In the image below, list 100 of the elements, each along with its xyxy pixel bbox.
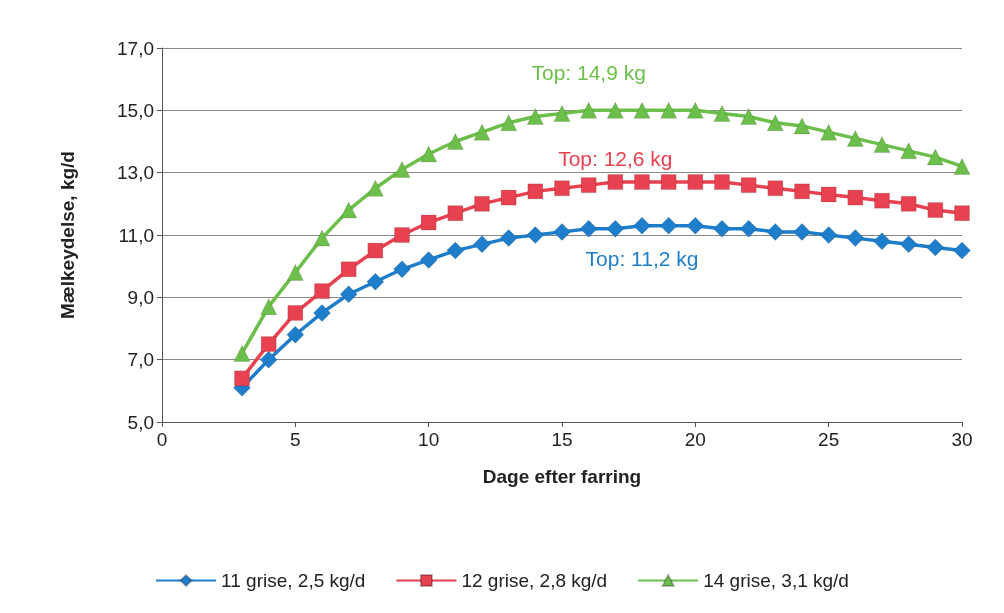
point <box>526 226 545 244</box>
point <box>606 220 625 238</box>
point <box>820 123 837 141</box>
point <box>819 226 838 244</box>
annotation: Top: 12,6 kg <box>558 147 673 171</box>
point <box>473 123 491 141</box>
point <box>473 235 491 254</box>
point <box>900 196 917 212</box>
point <box>953 158 971 175</box>
y-tick-label: 17,0 <box>117 37 154 59</box>
point <box>447 133 464 150</box>
point <box>659 216 678 235</box>
point <box>847 130 864 147</box>
y-tick-label: 5,0 <box>127 411 154 433</box>
point <box>340 261 357 278</box>
y-tick-label: 11,0 <box>118 224 154 246</box>
point <box>767 180 784 196</box>
point <box>767 114 784 132</box>
point <box>873 232 891 250</box>
point <box>367 180 384 197</box>
point <box>820 186 837 203</box>
point <box>500 189 517 206</box>
point <box>633 216 651 235</box>
y-axis-title: Mælkeydelse, kg/d <box>57 151 78 319</box>
point <box>580 177 597 193</box>
legend-label: 11 grise, 2,5 kg/d <box>221 570 366 591</box>
point <box>287 305 304 321</box>
point <box>660 102 677 119</box>
point <box>339 285 358 303</box>
point <box>259 350 278 369</box>
point <box>926 238 945 257</box>
y-tick-label: 7,0 <box>127 349 154 371</box>
point <box>740 108 757 125</box>
x-tick-label: 10 <box>418 429 440 450</box>
point <box>873 136 891 153</box>
point <box>260 298 277 315</box>
point <box>634 174 650 190</box>
annotation: Top: 11,2 kg <box>585 246 699 270</box>
point <box>687 102 704 119</box>
x-axis-title: Dage efter farring <box>482 466 642 487</box>
point <box>953 241 971 260</box>
point <box>766 223 785 241</box>
point <box>607 102 624 119</box>
point <box>846 229 865 247</box>
point <box>553 105 571 122</box>
point <box>419 251 438 269</box>
y-tick-label: 9,0 <box>127 286 154 308</box>
x-tick-label: 25 <box>818 429 840 450</box>
point <box>660 174 677 190</box>
point <box>286 325 305 344</box>
point <box>420 145 437 163</box>
x-tick-label: 30 <box>951 429 973 450</box>
point <box>394 227 410 243</box>
x-tick-label: 20 <box>684 429 706 450</box>
point <box>900 142 917 160</box>
point <box>927 148 944 166</box>
point <box>527 108 544 125</box>
point <box>793 223 811 241</box>
point <box>927 202 944 218</box>
point <box>633 102 651 119</box>
point <box>234 370 250 387</box>
x-tick-label: 0 <box>156 429 168 450</box>
point <box>687 174 704 190</box>
point <box>393 260 411 279</box>
point <box>527 183 544 200</box>
point <box>447 205 464 221</box>
point <box>954 205 970 221</box>
point <box>287 264 304 281</box>
point <box>367 242 384 259</box>
point <box>847 189 864 206</box>
y-tick-label: 15,0 <box>117 99 154 121</box>
point <box>793 117 811 135</box>
point <box>260 336 277 352</box>
point <box>899 235 918 254</box>
annotation: Top: 14,9 kg <box>531 61 646 85</box>
y-tick-label: 13,0 <box>117 162 154 184</box>
point <box>313 304 331 322</box>
point <box>420 214 437 231</box>
point <box>499 229 518 247</box>
point <box>686 216 705 235</box>
point <box>340 201 357 219</box>
point <box>713 105 731 122</box>
point <box>446 241 465 260</box>
legend-label: 14 grise, 3,1 kg/d <box>703 570 849 591</box>
point <box>313 229 331 247</box>
point <box>366 273 385 291</box>
legend-label: 12 grise, 2,8 kg/d <box>461 570 608 591</box>
point <box>740 177 757 193</box>
point <box>739 220 758 238</box>
point <box>579 220 598 238</box>
point <box>713 220 731 238</box>
point <box>794 183 810 200</box>
point <box>714 174 730 190</box>
point <box>874 192 890 209</box>
point <box>553 223 571 241</box>
point <box>607 174 624 190</box>
point <box>393 161 411 178</box>
point <box>580 102 597 119</box>
point <box>554 180 570 196</box>
point <box>500 114 517 132</box>
